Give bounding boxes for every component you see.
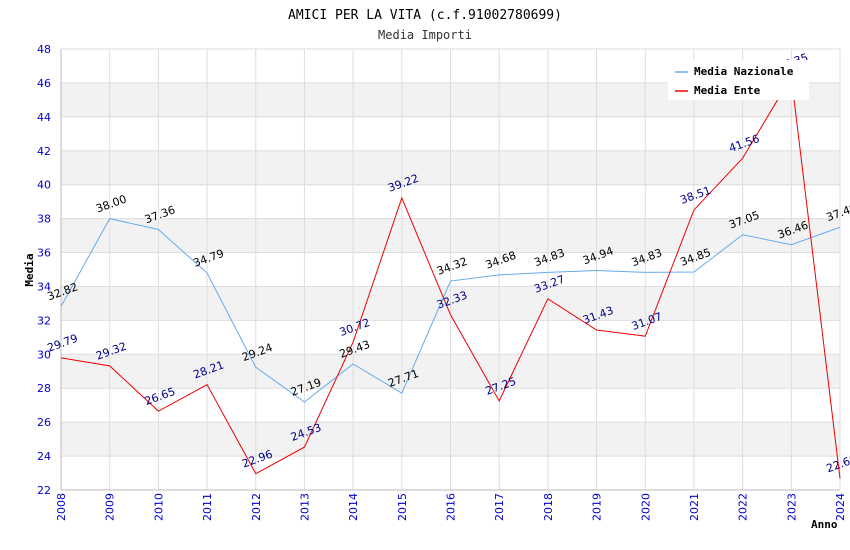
legend-box xyxy=(668,60,809,100)
y-tick-label: 32 xyxy=(37,314,51,327)
y-tick-label: 26 xyxy=(37,416,51,429)
x-tick-label: 2021 xyxy=(688,493,701,521)
x-tick-label: 2014 xyxy=(347,493,360,521)
y-tick-label: 44 xyxy=(37,111,51,124)
chart-subtitle: Media Importi xyxy=(378,28,472,42)
x-tick-label: 2018 xyxy=(542,493,555,521)
y-tick-label: 28 xyxy=(37,382,51,395)
series-line-2 xyxy=(60,75,841,479)
x-tick-label: 2011 xyxy=(201,493,214,521)
y-tick-label: 42 xyxy=(37,145,51,158)
y-axis-label: Media xyxy=(23,253,36,286)
x-tick-label: 2015 xyxy=(396,493,409,521)
y-axis-ticks: 22 24 26 28 30 32 34 36 38 40 42 44 46 48 xyxy=(37,43,51,497)
y-tick-label: 30 xyxy=(37,348,51,361)
series-line-1 xyxy=(60,218,841,403)
legend: Media Nazionale Media Ente xyxy=(668,60,809,100)
y-tick-label: 36 xyxy=(37,247,51,260)
data-label: 34.32 xyxy=(435,255,469,278)
x-tick-label: 2016 xyxy=(445,493,458,521)
x-axis-ticks: 2008 2009 2010 2011 2012 2013 2014 2015 2016 2017… xyxy=(55,493,847,521)
x-tick-label: 2024 xyxy=(834,493,847,521)
x-tick-label: 2010 xyxy=(152,493,165,521)
data-label: 38.00 xyxy=(94,192,128,215)
x-tick-label: 2020 xyxy=(639,493,652,521)
x-tick-label: 2013 xyxy=(298,493,311,521)
y-tick-label: 48 xyxy=(37,43,51,56)
data-label: 29.79 xyxy=(46,332,80,355)
x-tick-label: 2022 xyxy=(737,493,750,521)
x-tick-label: 2008 xyxy=(55,493,68,521)
data-label: 37.49 xyxy=(825,201,850,224)
data-label: 38.51 xyxy=(679,184,713,207)
grid-lines xyxy=(60,48,841,491)
y-tick-label: 40 xyxy=(37,179,51,192)
x-tick-label: 2009 xyxy=(104,493,117,521)
chart-title: AMICI PER LA VITA (c.f.91002780699) xyxy=(288,8,562,23)
y-tick-label: 24 xyxy=(37,450,51,463)
legend-label: Media Nazionale xyxy=(694,65,794,78)
x-tick-label: 2019 xyxy=(591,493,604,521)
x-tick-label: 2017 xyxy=(493,493,506,521)
y-tick-label: 22 xyxy=(37,484,51,497)
legend-label: Media Ente xyxy=(694,84,761,97)
x-tick-label: 2023 xyxy=(785,493,798,521)
y-tick-label: 34 xyxy=(37,280,51,293)
y-tick-label: 38 xyxy=(37,213,51,226)
x-tick-label: 2012 xyxy=(250,493,263,521)
y-tick-label: 46 xyxy=(37,77,51,90)
x-axis-label: Anno xyxy=(811,518,838,531)
series-group xyxy=(60,75,841,479)
